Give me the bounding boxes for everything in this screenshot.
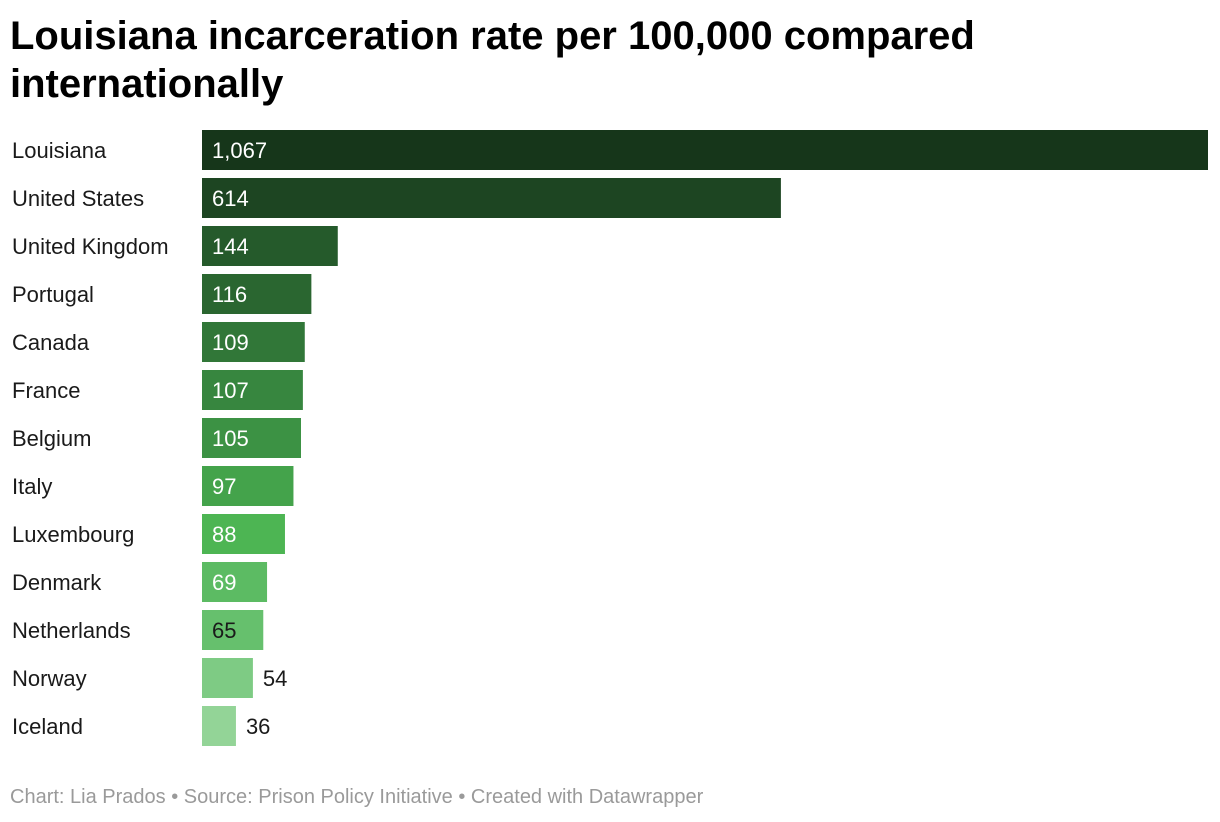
footer-separator: • (458, 786, 471, 808)
value-label-belgium: 105 (212, 426, 249, 451)
value-label-denmark: 69 (212, 570, 236, 595)
value-label-louisiana: 1,067 (212, 138, 267, 163)
category-label-united-kingdom: United Kingdom (12, 234, 169, 259)
category-label-denmark: Denmark (12, 570, 102, 595)
category-label-canada: Canada (12, 330, 90, 355)
category-label-france: France (12, 378, 80, 403)
category-label-portugal: Portugal (12, 282, 94, 307)
chart-title: Louisiana incarceration rate per 100,000… (10, 14, 975, 106)
category-label-netherlands: Netherlands (12, 618, 131, 643)
bar-chart: Louisiana 1,067 United States 614 United Kin… (12, 130, 1208, 746)
bar-norway (202, 658, 253, 698)
bar-belgium (202, 418, 301, 458)
category-label-belgium: Belgium (12, 426, 91, 451)
bar-iceland (202, 706, 236, 746)
value-label-france: 107 (212, 378, 249, 403)
chart-created-with: Created with Datawrapper (470, 786, 704, 808)
bar-portugal (202, 274, 312, 314)
category-label-united-states: United States (12, 186, 144, 211)
value-label-luxembourg: 88 (212, 522, 236, 547)
footer-separator: • (171, 786, 184, 808)
value-label-iceland: 36 (246, 714, 270, 739)
bar-united-kingdom (202, 226, 338, 266)
bar-italy (202, 466, 294, 506)
bar-denmark (202, 562, 268, 602)
bar-france (202, 370, 303, 410)
value-label-united-states: 614 (212, 186, 249, 211)
value-label-italy: 97 (212, 474, 236, 499)
value-label-portugal: 116 (212, 282, 247, 307)
value-label-netherlands: 65 (212, 618, 236, 643)
bar-louisiana (202, 130, 1208, 170)
bar-canada (202, 322, 305, 362)
category-label-luxembourg: Luxembourg (12, 522, 134, 547)
category-label-iceland: Iceland (12, 714, 83, 739)
bar-luxembourg (202, 514, 285, 554)
value-label-canada: 109 (212, 330, 249, 355)
value-label-norway: 54 (263, 666, 287, 691)
chart-footer: Chart: Lia Prados • Source: Prison Polic… (10, 786, 703, 809)
bar-united-states (202, 178, 781, 218)
category-label-norway: Norway (12, 666, 87, 691)
bar-netherlands (202, 610, 264, 650)
value-label-united-kingdom: 144 (212, 234, 249, 259)
category-label-italy: Italy (12, 474, 52, 499)
category-label-louisiana: Louisiana (12, 138, 107, 163)
chart-source: Source: Prison Policy Initiative (183, 786, 453, 808)
chart-credit: Chart: Lia Prados (10, 786, 166, 808)
